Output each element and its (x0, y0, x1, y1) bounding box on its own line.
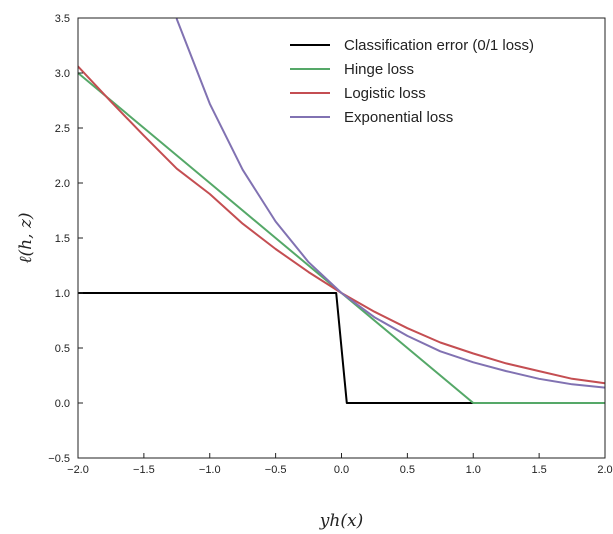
legend-label-3: Logistic loss (344, 85, 426, 102)
x-tick-label: 1.0 (466, 464, 481, 476)
legend-label-4: Exponential loss (344, 109, 453, 126)
x-tick-label: −0.5 (265, 464, 287, 476)
y-tick-label: 3.5 (55, 13, 70, 25)
x-tick-label: 0.5 (400, 464, 415, 476)
y-axis: −0.5 0.0 0.5 1.0 1.5 2.0 2.5 3.0 3.5 (48, 13, 83, 465)
series-line-3 (78, 65, 605, 385)
x-tick-label: 2.0 (597, 464, 612, 476)
legend-label-1: Classification error (0/1 loss) (344, 37, 534, 54)
plot-area (78, 18, 605, 404)
legend: Classification error (0/1 loss) Hinge los… (290, 37, 534, 126)
y-tick-label: 0.5 (55, 343, 70, 355)
x-tick-label: −2.0 (67, 464, 89, 476)
x-axis-label: yh(x) (319, 511, 363, 531)
y-tick-label: 2.0 (55, 178, 70, 190)
y-tick-label: 1.0 (55, 288, 70, 300)
x-axis: −2.0 −1.5 −1.0 −0.5 0.0 0.5 1.0 1.5 2.0 (67, 453, 613, 476)
y-tick-label: 3.0 (55, 68, 70, 80)
x-tick-label: 0.0 (334, 464, 349, 476)
x-tick-label: −1.5 (133, 464, 155, 476)
x-tick-label: 1.5 (531, 464, 546, 476)
series-line-1 (78, 292, 605, 404)
plot-frame (77, 17, 606, 459)
legend-label-2: Hinge loss (344, 61, 414, 78)
y-tick-label: 1.5 (55, 233, 70, 245)
y-tick-label: −0.5 (48, 453, 70, 465)
y-axis-label: ℓ(h, z) (16, 212, 36, 263)
x-tick-label: −1.0 (199, 464, 221, 476)
y-tick-label: 2.5 (55, 123, 70, 135)
series-line-4 (175, 18, 605, 389)
y-tick-label: 0.0 (55, 398, 70, 410)
